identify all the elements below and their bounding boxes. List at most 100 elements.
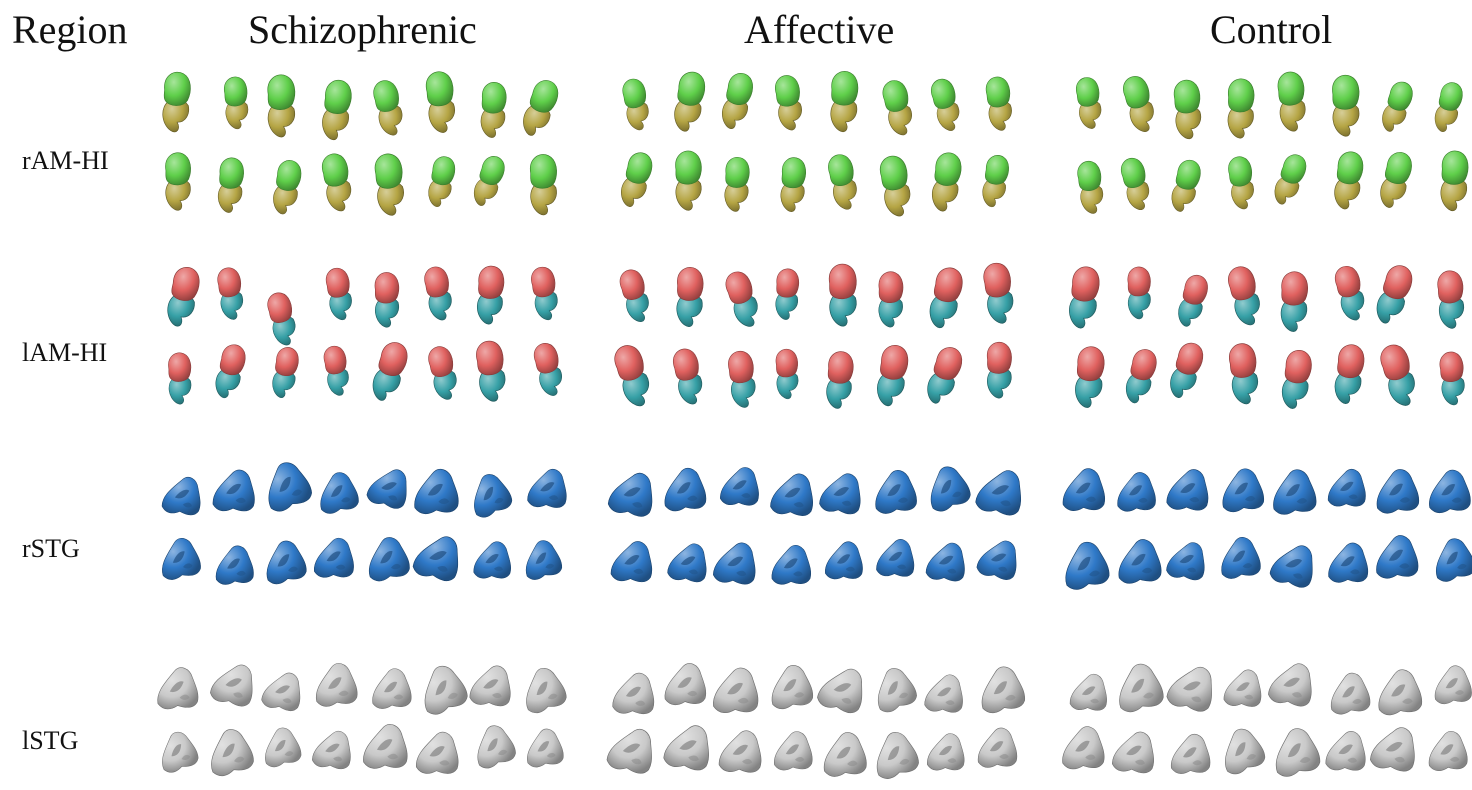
shape-rstg-control-6: [1327, 469, 1366, 507]
shape-rstg-affective-10: [667, 543, 707, 583]
shape-rstg-affective-9: [610, 541, 653, 583]
shape-ram-hi-control-15: [1380, 152, 1412, 208]
shape-lstg-schizophrenic-1: [157, 667, 199, 710]
shape-rstg-control-15: [1376, 535, 1419, 579]
shape-lam-hi-control-12: [1229, 343, 1259, 405]
shape-ram-hi-schizophrenic-14: [428, 156, 456, 208]
shape-lam-hi-control-5: [1280, 271, 1308, 332]
shape-lam-hi-affective-10: [673, 348, 703, 405]
shape-lstg-control-13: [1275, 728, 1321, 777]
shape-lam-hi-schizophrenic-8: [531, 266, 558, 321]
shape-ram-hi-schizophrenic-1: [162, 71, 191, 133]
shape-lstg-schizophrenic-16: [527, 728, 564, 768]
shape-rstg-affective-7: [930, 466, 971, 512]
shape-rstg-affective-15: [925, 542, 965, 582]
shape-ram-hi-control-3: [1173, 79, 1202, 140]
shape-rstg-control-7: [1376, 469, 1420, 514]
shape-lstg-schizophrenic-7: [469, 665, 511, 707]
shape-ram-hi-schizophrenic-15: [473, 156, 505, 206]
shape-lam-hi-schizophrenic-11: [272, 347, 299, 399]
shape-lam-hi-control-11: [1170, 342, 1204, 398]
shape-lam-hi-schizophrenic-15: [476, 340, 506, 402]
shape-lstg-schizophrenic-4: [315, 663, 358, 707]
shape-lam-hi-control-2: [1127, 266, 1151, 320]
shape-rstg-schizophrenic-6: [414, 468, 459, 515]
shape-rstg-affective-13: [825, 541, 863, 580]
shape-rstg-control-8: [1429, 469, 1471, 514]
shape-lstg-affective-3: [713, 667, 759, 714]
shape-lam-hi-control-8: [1437, 270, 1465, 329]
shape-ram-hi-control-2: [1123, 76, 1154, 132]
shape-ram-hi-affective-3: [722, 73, 753, 129]
shape-rstg-affective-1: [607, 472, 653, 517]
shape-lam-hi-schizophrenic-5: [374, 272, 400, 328]
shape-lam-hi-affective-13: [826, 351, 854, 409]
shape-ram-hi-schizophrenic-10: [217, 157, 244, 213]
shape-lstg-control-9: [1062, 726, 1105, 770]
shape-lstg-affective-2: [664, 663, 707, 706]
shape-lam-hi-control-7: [1376, 265, 1413, 324]
shape-lam-hi-affective-3: [725, 271, 758, 327]
shape-lstg-affective-7: [924, 674, 963, 713]
shape-ram-hi-control-16: [1440, 150, 1469, 212]
shape-lam-hi-affective-6: [878, 271, 904, 328]
shape-ram-hi-affective-15: [931, 152, 962, 212]
shape-ram-hi-control-1: [1076, 77, 1102, 129]
shape-lstg-affective-8: [981, 666, 1026, 714]
shape-lstg-control-10: [1112, 731, 1154, 774]
shape-ram-hi-affective-7: [931, 78, 960, 131]
shape-lstg-schizophrenic-14: [416, 731, 459, 774]
shape-lam-hi-control-6: [1335, 265, 1365, 321]
shape-ram-hi-affective-9: [621, 152, 653, 207]
shape-lam-hi-control-16: [1439, 351, 1465, 406]
shape-rstg-affective-11: [713, 542, 756, 585]
shape-lam-hi-control-14: [1334, 344, 1365, 404]
shape-ram-hi-schizophrenic-12: [322, 153, 352, 212]
shape-ram-hi-schizophrenic-7: [480, 82, 507, 138]
shape-lstg-control-2: [1119, 663, 1164, 713]
shape-lstg-affective-12: [774, 731, 813, 771]
shape-lstg-affective-15: [927, 733, 965, 771]
group-header-control: Control: [1210, 7, 1333, 52]
shape-rstg-schizophrenic-15: [473, 541, 512, 579]
shape-lstg-schizophrenic-5: [372, 668, 412, 709]
shape-ram-hi-affective-12: [780, 157, 806, 213]
shape-lstg-affective-10: [663, 725, 709, 771]
shape-rstg-affective-6: [875, 470, 917, 514]
shape-ram-hi-control-13: [1274, 154, 1307, 205]
shape-lstg-control-1: [1069, 673, 1107, 711]
shape-ram-hi-schizophrenic-16: [530, 154, 557, 216]
shape-lam-hi-control-15: [1380, 344, 1415, 406]
shape-lstg-affective-1: [612, 672, 655, 714]
shape-rstg-schizophrenic-9: [162, 538, 201, 580]
group-header-affective: Affective: [744, 7, 895, 52]
shape-lam-hi-schizophrenic-6: [424, 266, 452, 321]
shape-rstg-affective-5: [819, 473, 861, 515]
shape-lstg-control-4: [1223, 669, 1262, 707]
shape-lstg-control-12: [1224, 728, 1266, 775]
shape-ram-hi-affective-14: [880, 155, 911, 217]
shape-rstg-control-12: [1221, 537, 1261, 579]
shape-lam-hi-affective-12: [775, 348, 799, 400]
shape-lam-hi-control-13: [1281, 349, 1312, 409]
shape-lstg-control-11: [1170, 733, 1211, 774]
shape-lam-hi-affective-11: [728, 350, 756, 408]
shape-lam-hi-schizophrenic-14: [428, 346, 457, 400]
shape-ram-hi-affective-11: [724, 156, 750, 212]
shape-lam-hi-schizophrenic-12: [323, 345, 349, 396]
shape-lstg-control-3: [1166, 666, 1212, 712]
shape-rstg-control-4: [1222, 468, 1265, 513]
shape-ram-hi-affective-10: [675, 150, 702, 211]
shape-ram-hi-control-6: [1332, 74, 1360, 137]
shape-rstg-control-1: [1062, 468, 1106, 511]
shape-lstg-control-16: [1428, 731, 1468, 772]
shape-rstg-schizophrenic-10: [215, 545, 254, 585]
shape-lstg-schizophrenic-13: [363, 724, 408, 769]
shape-lstg-affective-5: [817, 668, 863, 714]
shape-rstg-control-10: [1118, 539, 1162, 584]
shape-ram-hi-schizophrenic-6: [425, 71, 456, 133]
group-header-schizophrenic: Schizophrenic: [248, 7, 477, 52]
shape-ram-hi-schizophrenic-2: [223, 76, 249, 130]
shape-rstg-affective-3: [720, 467, 759, 506]
shape-ram-hi-schizophrenic-13: [374, 153, 404, 216]
